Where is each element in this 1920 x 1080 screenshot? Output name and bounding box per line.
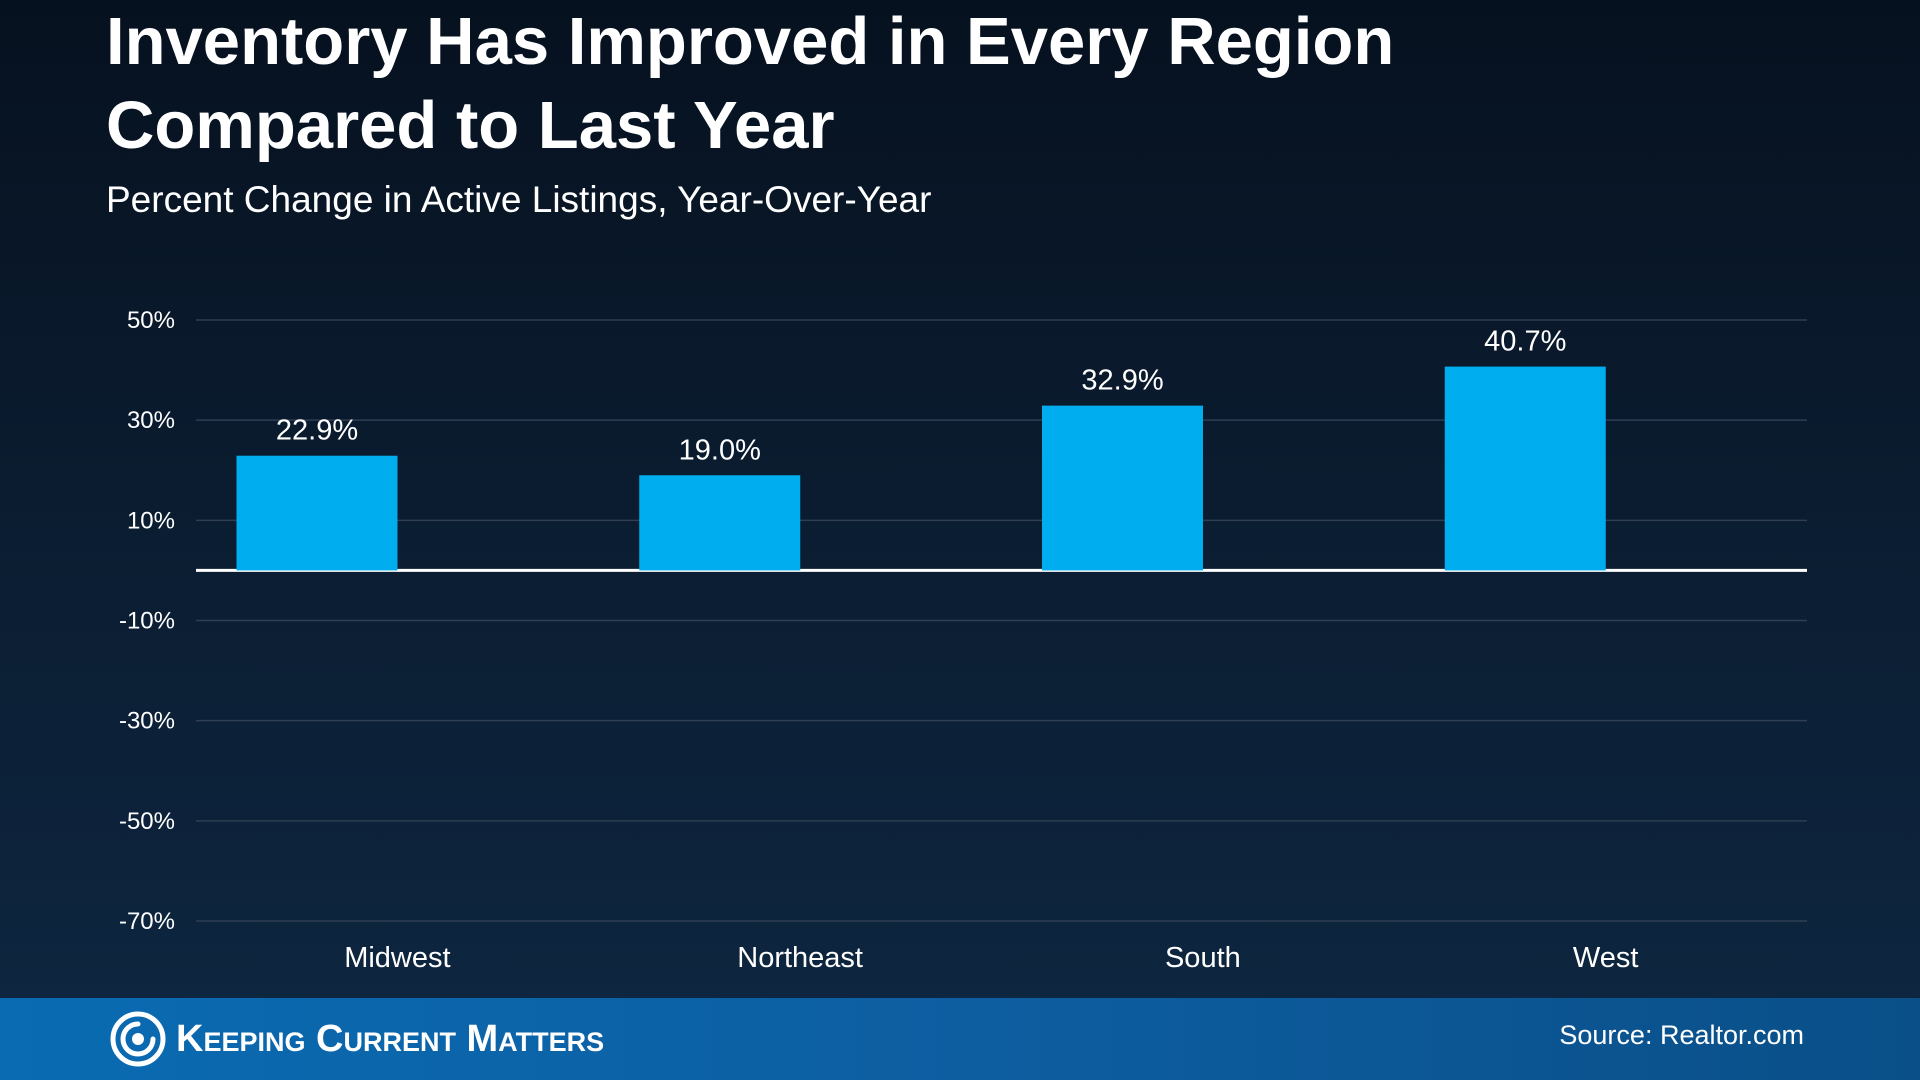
- y-tick-label: -70%: [119, 908, 175, 935]
- chart-title-line-1: Inventory Has Improved in Every Region: [106, 4, 1395, 79]
- bar-chart: 50% 30% 10% -10% -30% -50% -70% 22.9% Midwest 19.…: [119, 307, 1807, 974]
- kcm-swirl-icon: [110, 1011, 166, 1067]
- y-tick-label: -50%: [119, 808, 175, 835]
- bar: [639, 475, 801, 571]
- x-tick-label: Northeast: [737, 942, 863, 974]
- bar: [1042, 405, 1203, 571]
- brand-name: Keeping Current Matters: [176, 1017, 605, 1060]
- brand-logo: Keeping Current Matters: [110, 1010, 604, 1068]
- data-label: 32.9%: [1081, 365, 1163, 397]
- x-tick-label: South: [1165, 942, 1241, 974]
- x-tick-label: Midwest: [344, 942, 450, 974]
- data-label: 22.9%: [276, 415, 358, 447]
- y-tick-label: -10%: [119, 608, 175, 635]
- y-tick-label: 10%: [127, 507, 175, 534]
- data-label: 19.0%: [679, 434, 761, 466]
- y-tick-label: 30%: [127, 407, 175, 434]
- chart-title-line-2: Compared to Last Year: [106, 88, 835, 163]
- source-note: Source: Realtor.com: [1559, 1020, 1804, 1050]
- bar: [236, 455, 398, 571]
- chart-title: Inventory Has Improved in Every Region C…: [106, 0, 1394, 168]
- y-tick-label: -30%: [119, 708, 175, 735]
- data-label: 40.7%: [1484, 326, 1566, 358]
- bar: [1444, 366, 1606, 571]
- x-tick-label: West: [1573, 942, 1639, 974]
- y-tick-label: 50%: [127, 307, 175, 334]
- footer-bar: Keeping Current Matters Source: Realtor.…: [0, 998, 1920, 1080]
- chart-subtitle: Percent Change in Active Listings, Year-…: [106, 179, 932, 220]
